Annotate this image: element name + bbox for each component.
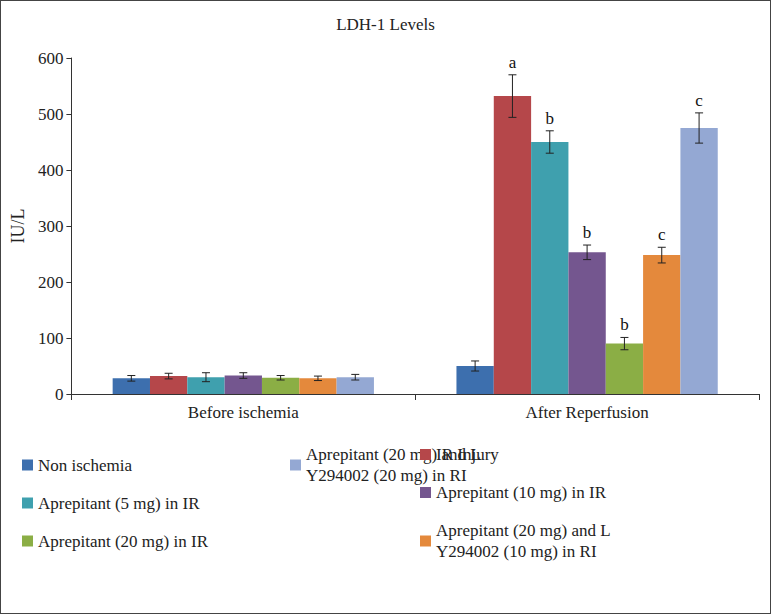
svg-text:Aprepitant (20 mg) and L: Aprepitant (20 mg) and L	[436, 521, 614, 540]
svg-text:c: c	[695, 91, 703, 110]
svg-text:b: b	[546, 109, 555, 128]
svg-text:LDH-1 Levels: LDH-1 Levels	[336, 15, 435, 34]
svg-text:Aprepitant (20 mg) in IR: Aprepitant (20 mg) in IR	[38, 532, 209, 551]
svg-text:IR Injury: IR Injury	[436, 445, 499, 464]
svg-text:Y294002 (20 mg) in RI: Y294002 (20 mg) in RI	[306, 466, 467, 485]
svg-text:500: 500	[38, 105, 64, 124]
svg-text:Aprepitant (5 mg) in IR: Aprepitant (5 mg) in IR	[38, 494, 200, 513]
svg-text:400: 400	[38, 161, 64, 180]
svg-text:a: a	[509, 53, 517, 72]
svg-text:Non ischemia: Non ischemia	[38, 456, 132, 475]
svg-text:c: c	[658, 225, 666, 244]
svg-text:b: b	[583, 223, 592, 242]
svg-text:Before ischemia: Before ischemia	[188, 403, 299, 422]
svg-text:100: 100	[38, 329, 64, 348]
svg-text:200: 200	[38, 273, 64, 292]
svg-text:b: b	[620, 315, 629, 334]
svg-text:Y294002 (10 mg) in RI: Y294002 (10 mg) in RI	[436, 542, 597, 561]
svg-text:After Reperfusion: After Reperfusion	[525, 403, 649, 422]
svg-text:0: 0	[55, 385, 64, 404]
svg-text:600: 600	[38, 49, 64, 68]
svg-text:Aprepitant (10 mg) in IR: Aprepitant (10 mg) in IR	[436, 483, 607, 502]
svg-text:IU/L: IU/L	[8, 209, 28, 244]
svg-text:300: 300	[38, 217, 64, 236]
svg-text:Aprepitant (20 mg) and L: Aprepitant (20 mg) and L	[306, 445, 485, 464]
